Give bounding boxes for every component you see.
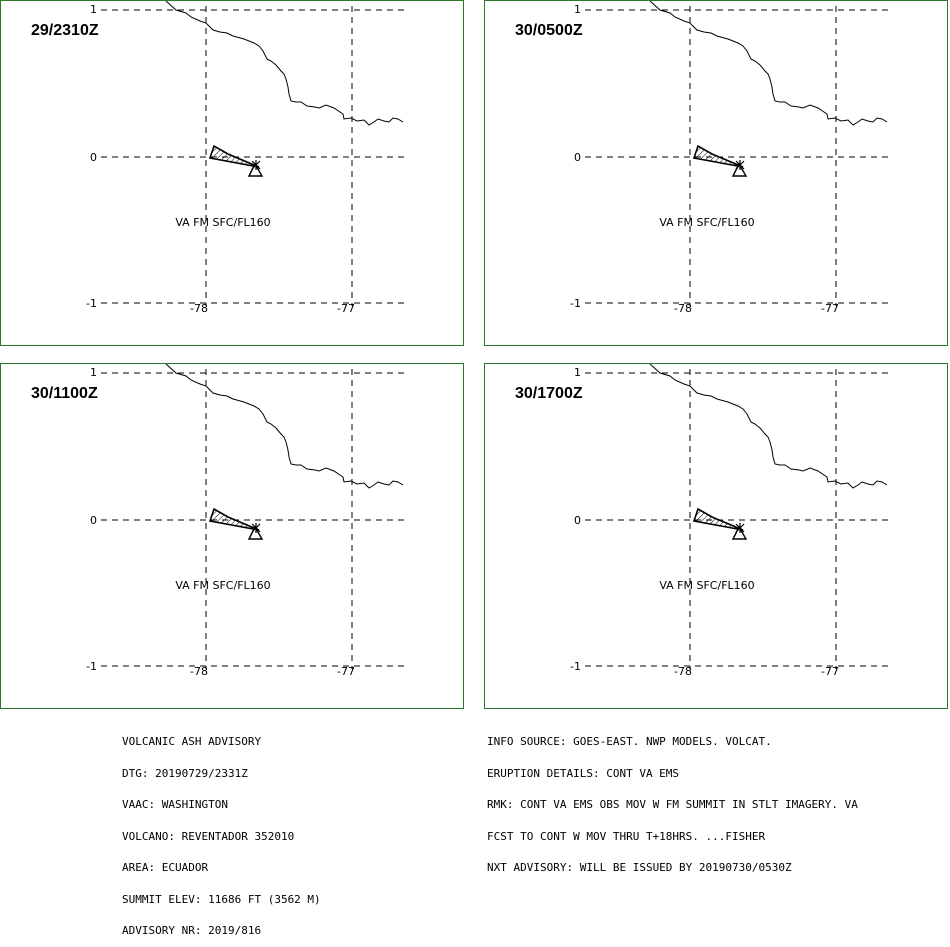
panel-time-label: 29/2310Z [31,22,99,39]
panel-time-label: 30/1700Z [515,385,583,402]
advisory-info-left: VOLCANIC ASH ADVISORY DTG: 20190729/2331… [122,716,321,947]
coastline [649,1,888,126]
lat-tick-label: -1 [86,297,97,310]
ash-plume-polygon [692,144,744,168]
panel-time-label: 30/0500Z [515,22,583,39]
lat-tick-label: 0 [90,514,97,527]
advisory-info-right: INFO SOURCE: GOES-EAST. NWP MODELS. VOLC… [487,716,858,884]
advisory-line: VOLCANO: REVENTADOR 352010 [122,829,295,843]
advisory-line: VOLCANIC ASH ADVISORY [122,735,262,748]
panel-time-label: 30/1100Z [31,385,98,402]
lat-tick-label: 0 [574,514,581,527]
summit-marker-icon [251,523,261,533]
ash-plume-polygon [208,144,260,168]
advisory-line: VAAC: WASHINGTON [122,798,228,811]
map-canvas: 1 0 -1 -78 -77 30/0500Z VA FM SFC/FL160 [515,1,888,315]
lon-tick-label: -78 [674,302,692,315]
lon-tick-label: -77 [337,302,355,315]
lat-tick-label: 1 [574,366,581,379]
lon-tick-label: -78 [190,665,208,678]
map-canvas: 1 0 -1 -78 -77 30/1700Z VA FM SFC/FL160 [515,364,888,678]
ash-layer-label: VA FM SFC/FL160 [175,216,270,229]
advisory-line: ERUPTION DETAILS: CONT VA EMS [487,766,680,780]
advisory-line: INFO SOURCE: GOES-EAST. NWP MODELS. VOLC… [487,735,772,748]
ash-plume-polygon [692,507,744,531]
advisory-line: NXT ADVISORY: WILL BE ISSUED BY 20190730… [487,861,792,874]
lon-tick-label: -77 [821,665,839,678]
lon-tick-label: -78 [674,665,692,678]
lon-tick-label: -77 [337,665,355,678]
forecast-panel-1: 1 0 -1 -78 -77 29/2310Z VA FM SFC/FL160 [0,0,464,346]
lon-tick-label: -77 [821,302,839,315]
forecast-panel-3: 1 0 -1 -78 -77 30/1100Z VA FM SFC/FL160 [0,363,464,709]
summit-marker-icon [735,523,745,533]
advisory-line: SUMMIT ELEV: 11686 FT (3562 M) [122,892,321,906]
coastline [649,364,888,489]
advisory-line: DTG: 20190729/2331Z [122,766,248,780]
lat-tick-label: 1 [90,3,97,16]
lat-tick-label: -1 [570,660,581,673]
summit-marker-icon [251,160,261,170]
coastline [165,1,404,126]
advisory-line: AREA: ECUADOR [122,861,209,874]
map-canvas: 1 0 -1 -78 -77 30/1100Z VA FM SFC/FL160 [31,364,404,678]
summit-marker-icon [735,160,745,170]
ash-plume-polygon [208,507,260,531]
advisory-line: ADVISORY NR: 2019/816 [122,924,262,937]
lat-tick-label: 1 [90,366,97,379]
advisory-line: RMK: CONT VA EMS OBS MOV W FM SUMMIT IN … [487,798,858,811]
forecast-panel-4: 1 0 -1 -78 -77 30/1700Z VA FM SFC/FL160 [484,363,948,709]
map-canvas: 1 0 -1 -78 -77 29/2310Z VA FM SFC/FL160 [31,1,404,315]
lat-tick-label: -1 [570,297,581,310]
lon-tick-label: -78 [190,302,208,315]
ash-layer-label: VA FM SFC/FL160 [175,579,270,592]
lat-tick-label: -1 [86,660,97,673]
ash-layer-label: VA FM SFC/FL160 [659,216,754,229]
lat-tick-label: 0 [90,151,97,164]
lat-tick-label: 1 [574,3,581,16]
coastline [165,364,404,489]
lat-tick-label: 0 [574,151,581,164]
advisory-line: FCST TO CONT W MOV THRU T+18HRS. ...FISH… [487,829,766,843]
ash-layer-label: VA FM SFC/FL160 [659,579,754,592]
forecast-panel-2: 1 0 -1 -78 -77 30/0500Z VA FM SFC/FL160 [484,0,948,346]
